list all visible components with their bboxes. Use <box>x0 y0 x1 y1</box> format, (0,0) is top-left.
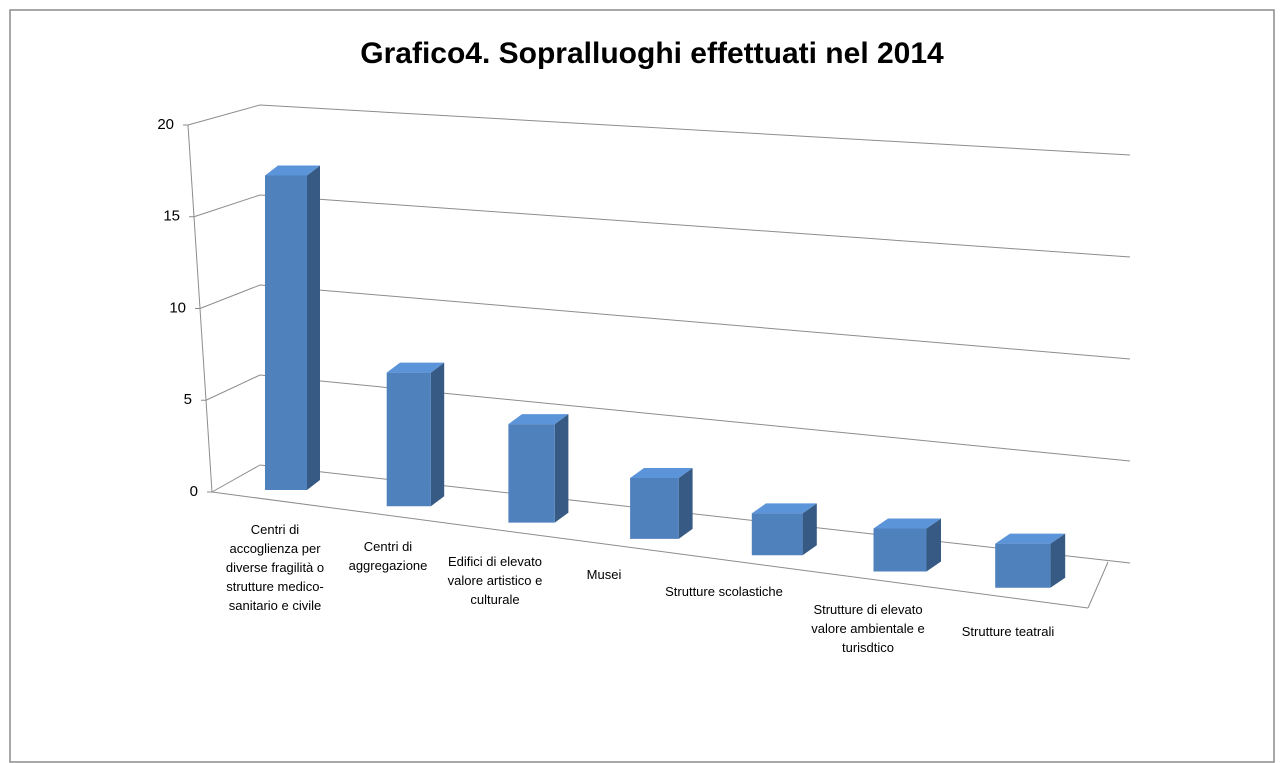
grid-line <box>205 374 261 401</box>
bar-front <box>265 175 307 490</box>
bar-side <box>678 468 693 539</box>
y-tick-label: 20 <box>157 116 174 133</box>
x-tick-label: Centri di aggregazione <box>348 539 428 573</box>
y-tick-label: 0 <box>190 483 198 500</box>
bar <box>873 518 941 572</box>
bar-side <box>926 518 941 572</box>
bar-top <box>751 503 817 514</box>
grid-line <box>259 104 1131 156</box>
bar-side <box>430 362 445 507</box>
bar-front <box>751 513 803 556</box>
grid-line <box>199 284 261 309</box>
chart-frame <box>9 9 1275 763</box>
bar-side <box>1050 533 1066 588</box>
bar <box>995 533 1066 588</box>
grid-line <box>259 284 1131 360</box>
bar-side <box>554 414 569 523</box>
bar-top <box>508 414 569 425</box>
x-tick-label: Strutture di elevato valore ambientale e… <box>811 602 925 655</box>
x-tick-label: Musei <box>586 567 622 582</box>
y-tick-label: 5 <box>184 391 192 408</box>
bar-front <box>873 528 927 572</box>
grid-line <box>259 194 1131 258</box>
bar-top <box>265 165 320 176</box>
grid-line <box>193 194 261 218</box>
floor-right-edge <box>1087 561 1109 609</box>
bar-front <box>630 478 679 539</box>
x-tick-label: Strutture teatrali <box>961 624 1055 639</box>
bar-top <box>995 533 1066 544</box>
bar-front <box>386 372 431 507</box>
bar-top <box>386 362 445 373</box>
bar <box>386 362 445 507</box>
bar-front <box>508 424 555 523</box>
y-tick-label: 15 <box>163 208 180 225</box>
x-tick-label: Edifici di elevato valore artistico e cu… <box>447 554 543 607</box>
bar <box>751 503 817 556</box>
bar <box>630 468 693 539</box>
x-tick-label: Strutture scolastiche <box>665 584 783 599</box>
bar-side <box>307 165 320 490</box>
bar <box>508 414 569 523</box>
bar-top <box>873 518 941 529</box>
floor-front-edge <box>211 491 1089 609</box>
bar <box>265 165 320 490</box>
bar-side <box>802 503 817 556</box>
grid-line <box>211 464 261 493</box>
x-tick-label: Centri di accoglienza per diverse fragil… <box>225 522 325 613</box>
y-tick-label: 10 <box>169 299 186 316</box>
chart-title: Grafico4. Sopralluoghi effettuati nel 20… <box>360 37 944 70</box>
bar-front <box>995 543 1051 588</box>
grid-line <box>187 104 261 126</box>
bar-top <box>630 468 693 478</box>
